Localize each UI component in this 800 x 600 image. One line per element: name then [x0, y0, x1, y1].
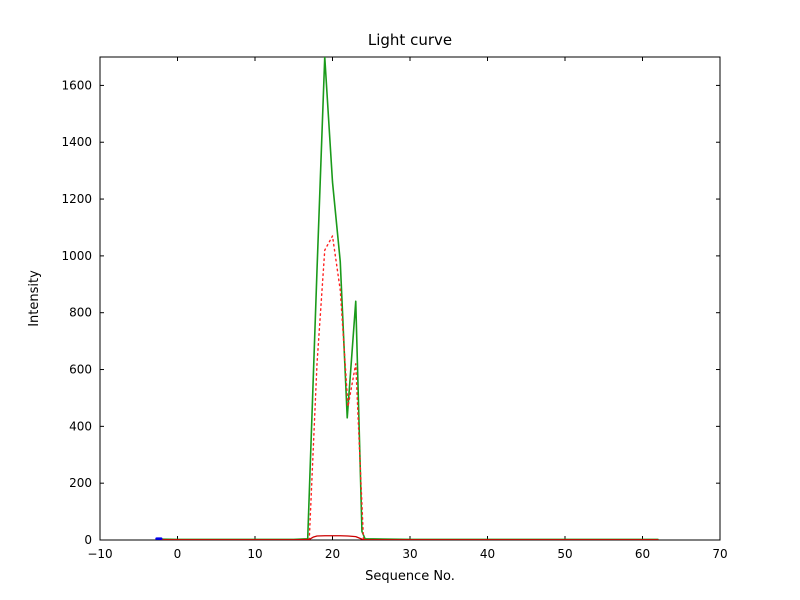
- x-tick-label: 30: [402, 547, 417, 561]
- y-tick-label: 200: [69, 476, 92, 490]
- y-tick-label: 1200: [61, 192, 92, 206]
- y-axis-label: Intensity: [27, 270, 42, 327]
- series-red-dotted-lightcurve: [308, 235, 365, 540]
- x-tick-label: 40: [480, 547, 495, 561]
- x-tick-label: 70: [712, 547, 727, 561]
- x-tick-label: 10: [247, 547, 262, 561]
- y-tick-label: 1600: [61, 78, 92, 92]
- x-tick-label: 0: [174, 547, 182, 561]
- y-tick-label: 800: [69, 306, 92, 320]
- plot-frame: [99, 56, 721, 541]
- x-axis-label: Sequence No.: [365, 569, 455, 584]
- series-red-solid-baseline: [161, 535, 659, 540]
- y-tick-label: 1000: [61, 249, 92, 263]
- axes-layer: −10 0 10 20 30 40 50 60 700200400600800100012001…: [61, 56, 728, 561]
- x-tick-label: 50: [557, 547, 572, 561]
- y-tick-label: 0: [84, 533, 92, 547]
- y-tick-label: 400: [69, 419, 92, 433]
- chart-title: Light curve: [368, 31, 452, 49]
- series-layer: [155, 57, 659, 540]
- x-tick-label: 60: [635, 547, 650, 561]
- x-tick-label: −10: [87, 547, 112, 561]
- x-tick-label: 20: [325, 547, 340, 561]
- y-tick-label: 600: [69, 363, 92, 377]
- y-tick-label: 1400: [61, 135, 92, 149]
